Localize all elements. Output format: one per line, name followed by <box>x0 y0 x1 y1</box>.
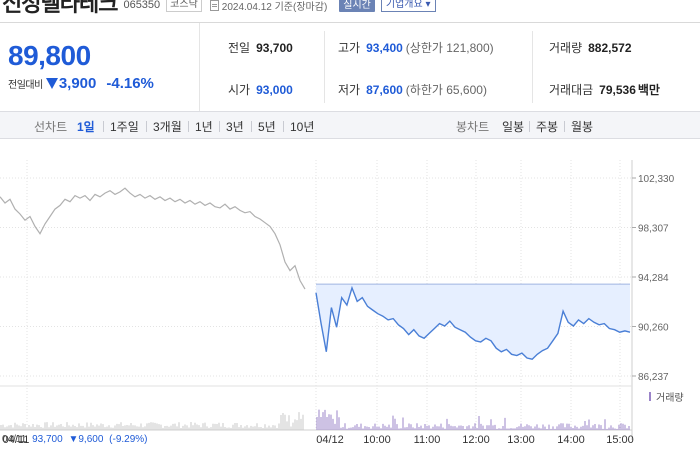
stat-label: 시가 <box>228 83 251 97</box>
volume-legend-label: 거래량 <box>656 392 684 404</box>
x-tick-label: 04/12 <box>316 434 344 446</box>
prev-session-close: 93,700 <box>32 434 63 445</box>
prev-session-change: ▼9,600 <box>68 434 104 445</box>
tab-separator <box>251 121 252 132</box>
change-percent: -4.16% <box>106 75 154 92</box>
tab-weekly-candle[interactable]: 주봉 <box>536 120 559 134</box>
x-tick-label: 13:00 <box>507 434 535 446</box>
change-row: 전일대비 3,900 -4.16% <box>8 75 154 92</box>
stat-value: 93,700 <box>256 41 293 55</box>
series-line-prev-session <box>0 187 306 290</box>
stat-value: 93,400 <box>366 41 403 55</box>
y-tick-label: 102,330 <box>638 174 675 185</box>
x-tick-label: 04/11 <box>3 434 30 446</box>
stat-value: 79,536 <box>599 83 636 97</box>
tab-1day[interactable]: 1일 <box>77 120 95 134</box>
tab-monthly-candle[interactable]: 월봉 <box>571 120 594 134</box>
period-tabs: 선차트 1일 1주일 3개월 1년 3년 5년 10년 봉차트 일봉 주봉 월봉 <box>0 111 700 139</box>
tab-separator <box>564 121 565 132</box>
stat-label: 거래량 <box>549 41 583 55</box>
stock-code: 065350 <box>123 0 161 11</box>
stat-trade-value: 거래대금 79,536 백만 <box>549 81 660 98</box>
stat-volume: 거래량 882,572 <box>549 39 632 56</box>
tab-1week[interactable]: 1주일 <box>110 120 139 134</box>
tab-daily-candle[interactable]: 일봉 <box>502 120 525 134</box>
series-line-today <box>315 285 631 360</box>
company-overview-button[interactable]: 기업개요 ▾ <box>380 0 436 12</box>
tab-separator <box>219 121 220 132</box>
quote-summary: 89,800 전일대비 3,900 -4.16% 전일 93,700 시가 93,0… <box>0 22 700 111</box>
prev-session-pct: (-9.29%) <box>109 434 148 445</box>
stat-low: 저가 87,600 (하한가 65,600) <box>338 81 487 98</box>
basis-date: 2024.04.12 기준(장마감) <box>221 1 328 13</box>
lower-limit: (하한가 65,600) <box>405 83 487 97</box>
tab-separator <box>529 121 530 132</box>
prev-session-info: 04/11 93,700 ▼9,600 (-9.29%) <box>2 434 148 445</box>
tab-separator <box>188 121 189 132</box>
change-amount: 3,900 <box>58 75 97 92</box>
tab-5year[interactable]: 5년 <box>258 120 276 134</box>
y-tick-label: 86,237 <box>638 372 669 383</box>
stat-value: 882,572 <box>588 41 632 55</box>
y-tick-label: 94,284 <box>638 273 669 284</box>
candle-chart-label: 봉차트 <box>456 120 490 134</box>
stat-value: 87,600 <box>366 83 403 97</box>
upper-limit: (상한가 121,800) <box>405 41 494 55</box>
price-chart[interactable]: 102,330 98,307 94,284 90,260 86,237 04/11 04/1… <box>0 140 700 450</box>
x-tick-label: 14:00 <box>557 434 585 446</box>
stat-label: 저가 <box>338 83 361 97</box>
y-tick-label: 90,260 <box>638 323 669 334</box>
stat-prev-close: 전일 93,700 <box>228 39 293 56</box>
stat-high: 고가 93,400 (상한가 121,800) <box>338 39 494 56</box>
current-price: 89,800 <box>8 40 91 71</box>
market-badge: 코스닥 <box>166 0 202 12</box>
stat-label: 전일 <box>228 41 251 55</box>
stat-label: 고가 <box>338 41 361 55</box>
stock-name: 신성델타테크 <box>2 0 118 16</box>
down-arrow-icon <box>45 78 58 89</box>
tab-1year[interactable]: 1년 <box>195 120 213 134</box>
x-tick-label: 12:00 <box>462 434 490 446</box>
volume-legend-swatch <box>649 392 651 401</box>
divider <box>532 31 533 103</box>
tab-3month[interactable]: 3개월 <box>153 120 182 134</box>
line-chart-label: 선차트 <box>34 120 68 134</box>
tab-separator <box>103 121 104 132</box>
prev-session-date: 04/11 <box>2 434 27 445</box>
today-area-fill <box>316 284 630 360</box>
tab-10year[interactable]: 10년 <box>290 120 315 134</box>
x-tick-label: 10:00 <box>363 434 391 446</box>
stat-label: 거래대금 <box>549 83 594 97</box>
change-label: 전일대비 <box>8 80 43 91</box>
stat-unit: 백만 <box>637 83 660 97</box>
y-tick-label: 98,307 <box>638 223 669 234</box>
tab-3year[interactable]: 3년 <box>226 120 244 134</box>
realtime-button[interactable]: 실시간 <box>339 0 375 12</box>
tab-separator <box>146 121 147 132</box>
stat-open: 시가 93,000 <box>228 81 293 98</box>
stat-value: 93,000 <box>256 83 293 97</box>
price-box: 89,800 전일대비 3,900 -4.16% <box>0 23 200 111</box>
divider <box>324 31 325 103</box>
x-tick-label: 15:00 <box>606 434 634 446</box>
tab-separator <box>283 121 284 132</box>
x-tick-label: 11:00 <box>414 434 441 446</box>
stock-header: 신성델타테크 065350 코스닥 2024.04.12 기준(장마감) 실시간… <box>0 0 700 16</box>
document-icon <box>209 0 219 11</box>
